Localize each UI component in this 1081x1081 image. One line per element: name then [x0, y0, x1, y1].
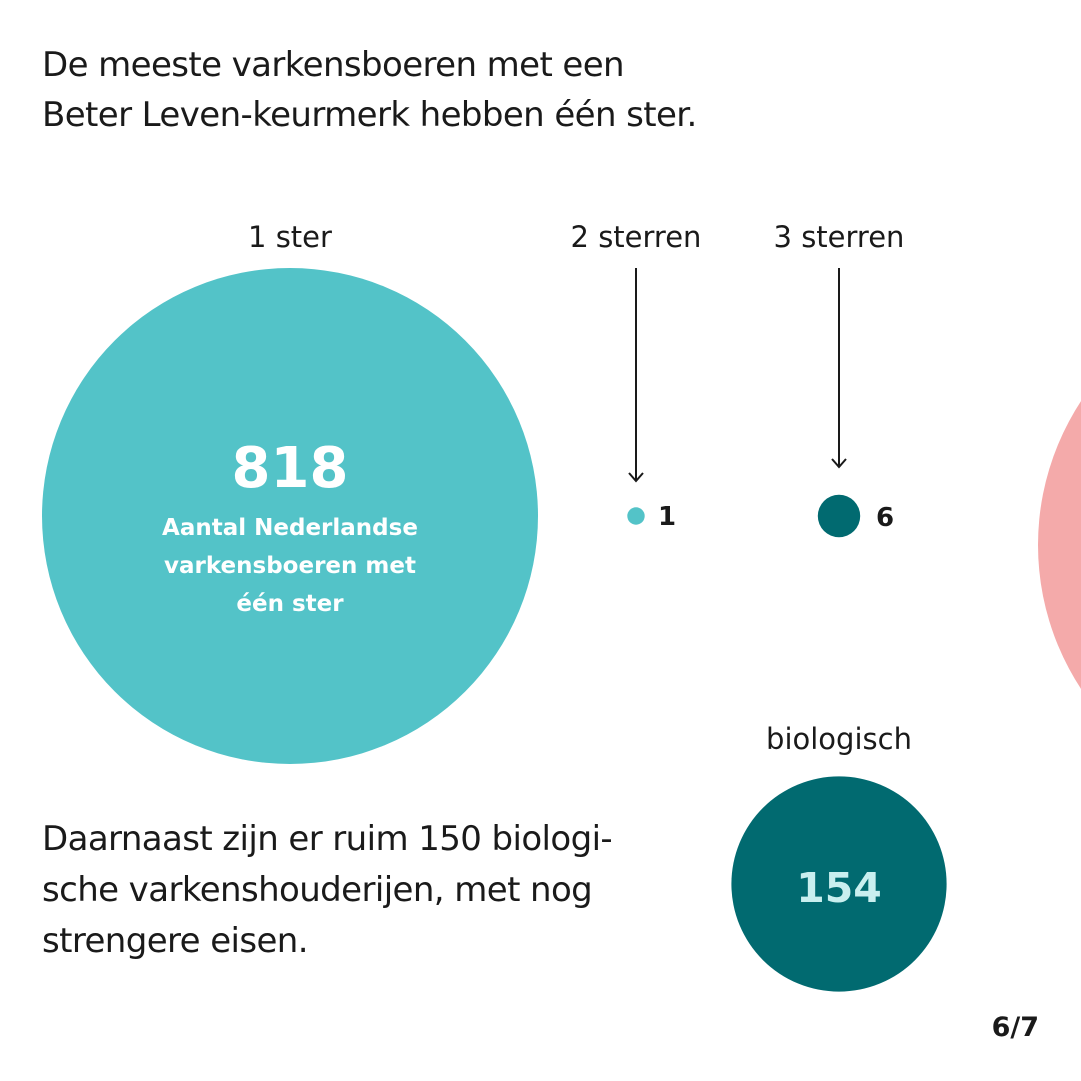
bubble-3-sterren: [817, 494, 861, 538]
value-1-ster: 818: [232, 436, 349, 501]
title-line-2: Beter Leven-keurmerk hebben één ster.: [42, 95, 697, 135]
label-3-sterren: 3 sterren: [774, 220, 905, 254]
value-3-sterren: 6: [876, 503, 894, 533]
value-biologisch: 154: [796, 864, 882, 912]
offscreen-bubble: [1038, 401, 1081, 689]
bubble-biologisch: [731, 776, 947, 992]
note-line-1: Daarnaast zijn er ruim 150 biologi-: [42, 819, 613, 859]
desc-line-1: Aantal Nederlandse: [162, 515, 418, 541]
desc-line-3: één ster: [236, 591, 344, 617]
label-1-ster: 1 ster: [248, 220, 332, 254]
arrow-2-sterren: [628, 268, 644, 483]
chart-title: De meeste varkensboeren met een Beter Le…: [42, 40, 802, 140]
note-line-2: sche varkenshouderijen, met nog: [42, 870, 593, 910]
label-biologisch: biologisch: [766, 722, 912, 756]
footnote: Daarnaast zijn er ruim 150 biologi- sche…: [42, 814, 662, 967]
bubble-2-sterren: [627, 507, 645, 525]
label-2-sterren: 2 sterren: [571, 220, 702, 254]
value-2-sterren: 1: [658, 502, 676, 532]
bubble-1-ster: [42, 268, 538, 764]
note-line-3: strengere eisen.: [42, 921, 309, 961]
arrow-3-sterren: [831, 268, 847, 469]
desc-line-2: varkensboeren met: [164, 553, 416, 579]
title-line-1: De meeste varkensboeren met een: [42, 45, 625, 85]
page-indicator: 6/7: [991, 1012, 1039, 1043]
